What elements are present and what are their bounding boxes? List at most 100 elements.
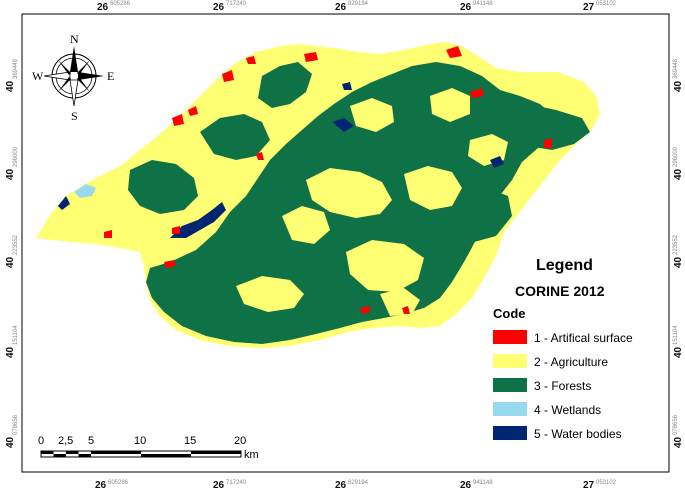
left-tick-2-major: 40 xyxy=(5,168,16,180)
right-tick-1-major: 40 xyxy=(673,80,684,92)
urban-ne-2 xyxy=(470,88,484,98)
bottom-tick-3-major: 26 xyxy=(335,480,347,491)
urban-w-2 xyxy=(172,226,180,234)
scale-label-0: 0 xyxy=(38,435,44,447)
top-tick-2-major: 26 xyxy=(213,2,225,13)
left-coordinate-ticks: 40 369448 40 296000 40 223552 40 151104 … xyxy=(5,58,19,448)
urban-n-1 xyxy=(304,52,318,62)
scale-label-5: 5 xyxy=(88,435,94,447)
bottom-coordinate-ticks: 26 605286 26 717240 26 829194 26 941148 … xyxy=(95,480,617,491)
legend-swatch-wetlands xyxy=(493,402,527,416)
legend-subtitle: CORINE 2012 xyxy=(515,283,605,299)
top-tick-5-major: 27 xyxy=(583,2,595,13)
left-tick-5-major: 40 xyxy=(5,436,16,448)
compass-point-n xyxy=(70,46,78,72)
right-coordinate-ticks: 40 369448 40 296000 40 223552 40 151104 … xyxy=(673,58,684,448)
scale-seg-5 xyxy=(91,451,141,454)
top-tick-2-minor: 717240 xyxy=(226,1,247,7)
urban-nw-1 xyxy=(222,70,234,82)
scale-seg-7 xyxy=(191,451,241,454)
scale-label-2-5: 2,5 xyxy=(58,435,73,447)
agri-patch-southeast xyxy=(346,240,424,292)
left-tick-1-minor: 369448 xyxy=(13,58,19,79)
top-tick-4-minor: 941148 xyxy=(473,1,493,7)
urban-nw-4 xyxy=(246,56,256,64)
bottom-tick-2-major: 26 xyxy=(213,480,225,491)
left-tick-2-minor: 296000 xyxy=(13,146,19,167)
top-tick-1-minor: 605286 xyxy=(110,1,131,7)
urban-w-1 xyxy=(104,230,112,238)
agri-patch-north xyxy=(350,98,394,132)
scale-label-10: 10 xyxy=(134,435,146,447)
agri-patch-south xyxy=(236,276,304,312)
bottom-tick-2-minor: 717240 xyxy=(226,480,247,486)
right-tick-3-major: 40 xyxy=(673,256,684,268)
agri-patch-ne xyxy=(430,88,470,122)
left-tick-3-minor: 223552 xyxy=(13,234,19,255)
scale-label-15: 15 xyxy=(184,435,196,447)
right-tick-5-minor: 078656 xyxy=(673,414,679,435)
compass-point-s xyxy=(69,79,79,107)
bottom-tick-3-minor: 829194 xyxy=(348,480,369,486)
compass-label-e: E xyxy=(107,69,114,83)
top-tick-3-major: 26 xyxy=(335,2,347,13)
forest-ne xyxy=(500,104,590,150)
left-tick-5-minor: 078656 xyxy=(13,414,19,435)
legend-label-water: 5 - Water bodies xyxy=(534,427,622,441)
left-tick-4-major: 40 xyxy=(5,346,16,358)
forest-north xyxy=(258,62,312,108)
right-tick-2-major: 40 xyxy=(673,168,684,180)
legend-label-artificial: 1 - Artifical surface xyxy=(534,331,633,345)
legend-swatch-artificial xyxy=(493,330,527,344)
agri-patch-southeast-2 xyxy=(380,288,420,316)
urban-ne-1 xyxy=(446,46,462,58)
legend-label-wetlands: 4 - Wetlands xyxy=(534,403,601,417)
top-tick-3-minor: 829194 xyxy=(348,1,369,7)
water-reservoir-west xyxy=(170,202,226,238)
compass-label-w: W xyxy=(32,69,44,83)
legend-code-heading: Code xyxy=(493,306,526,321)
agri-patch-center xyxy=(306,168,392,218)
compass-point-se xyxy=(77,77,90,92)
right-tick-4-major: 40 xyxy=(673,346,684,358)
compass-point-nw xyxy=(58,60,71,75)
legend-swatch-forests xyxy=(493,378,527,392)
water-north-2 xyxy=(342,82,352,90)
scale-unit: km xyxy=(244,449,259,461)
legend-swatch-water xyxy=(493,426,527,440)
water-east xyxy=(490,156,504,168)
scale-label-20: 20 xyxy=(234,435,246,447)
left-tick-3-major: 40 xyxy=(5,256,16,268)
bottom-tick-1-major: 26 xyxy=(95,480,107,491)
compass-point-ne xyxy=(77,60,90,75)
legend-label-agriculture: 2 - Agriculture xyxy=(534,355,608,369)
left-tick-1-major: 40 xyxy=(5,80,16,92)
scale-seg-4 xyxy=(78,454,91,457)
scale-bar: 0 2,5 5 10 15 20 km xyxy=(38,435,259,461)
water-north-1 xyxy=(332,118,354,132)
scale-seg-1 xyxy=(41,451,54,454)
legend-title: Legend xyxy=(536,257,593,274)
urban-nw-2 xyxy=(172,114,184,126)
north-arrow: N S E W xyxy=(32,32,114,123)
bottom-tick-5-major: 27 xyxy=(583,480,595,491)
bottom-tick-1-minor: 605286 xyxy=(108,480,129,486)
legend-swatch-agriculture xyxy=(493,354,527,368)
top-tick-4-major: 26 xyxy=(460,2,472,13)
agri-patch-east xyxy=(404,166,462,210)
forest-northwest xyxy=(200,114,270,160)
urban-nw-3 xyxy=(188,106,198,116)
top-coordinate-ticks: 26 605286 26 717240 26 829194 26 941148 … xyxy=(97,1,617,13)
agri-patch-mid xyxy=(282,206,330,244)
scale-seg-2 xyxy=(53,454,66,457)
legend-label-forests: 3 - Forests xyxy=(534,379,591,393)
urban-w-4 xyxy=(256,152,264,160)
urban-s-1 xyxy=(360,306,370,314)
bottom-tick-5-minor: 053102 xyxy=(596,480,617,486)
water-west-edge xyxy=(58,196,70,210)
right-tick-3-minor: 223552 xyxy=(673,234,679,255)
urban-se-1 xyxy=(402,306,410,314)
forest-west xyxy=(128,160,198,214)
right-tick-2-minor: 296000 xyxy=(673,146,679,167)
